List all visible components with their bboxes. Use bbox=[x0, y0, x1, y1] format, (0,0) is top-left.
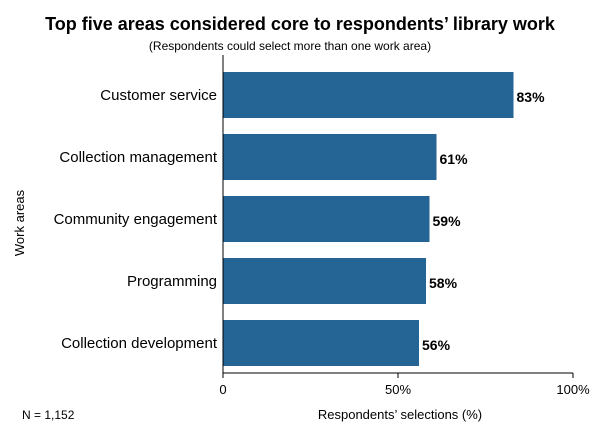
bars-layer: Customer service 83% Collection management… bbox=[54, 72, 545, 366]
bar-1 bbox=[223, 72, 514, 118]
category-label-2: Collection management bbox=[59, 149, 217, 166]
x-tick-label-2: 50% bbox=[385, 382, 411, 397]
sample-size-note: N = 1,152 bbox=[22, 408, 75, 422]
category-label-1: Customer service bbox=[100, 87, 217, 104]
x-tick-label-1: 0 bbox=[219, 382, 226, 397]
chart-subtitle: (Respondents could select more than one … bbox=[149, 39, 431, 53]
data-label-2: 61% bbox=[440, 151, 469, 167]
data-label-1: 83% bbox=[517, 89, 546, 105]
y-axis-title: Work areas bbox=[12, 189, 27, 256]
bar-3 bbox=[223, 196, 430, 242]
category-label-3: Community engagement bbox=[54, 211, 218, 228]
data-label-4: 58% bbox=[429, 275, 458, 291]
chart-title: Top five areas considered core to respon… bbox=[45, 14, 556, 34]
x-axis: 0 50% 100% bbox=[219, 55, 590, 397]
bar-5 bbox=[223, 320, 419, 366]
data-label-3: 59% bbox=[433, 213, 462, 229]
bar-4 bbox=[223, 258, 426, 304]
category-label-5: Collection development bbox=[61, 335, 218, 352]
category-label-4: Programming bbox=[127, 273, 217, 290]
bar-2 bbox=[223, 134, 437, 180]
x-tick-label-3: 100% bbox=[556, 382, 590, 397]
data-label-5: 56% bbox=[422, 337, 451, 353]
x-axis-title: Respondents’ selections (%) bbox=[318, 407, 482, 422]
